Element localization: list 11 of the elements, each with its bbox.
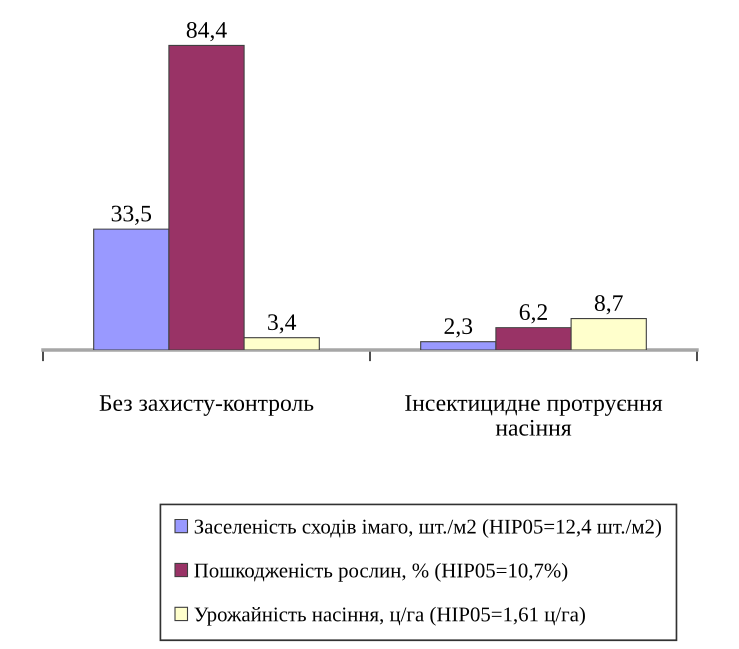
legend-label: Урожайність насіння, ц/га (НІР05=1,61 ц/га) bbox=[194, 606, 585, 626]
legend-label: Пошкодженість рослин, % (НІР05=10,7%) bbox=[194, 562, 568, 582]
data-label: 33,5 bbox=[112, 206, 152, 225]
data-label: 6,2 bbox=[520, 304, 547, 324]
x-tick-label: Інсектицидне протруєння насіння bbox=[405, 395, 662, 436]
data-label: 2,3 bbox=[444, 318, 472, 338]
legend-label: Заселеність сходів імаго, шт./м2 (НІР05=12,4 шт./м2) bbox=[194, 519, 661, 538]
data-label: 8,7 bbox=[594, 295, 623, 314]
data-label: 3,4 bbox=[268, 314, 296, 334]
data-label: 84,4 bbox=[186, 22, 227, 42]
x-tick-label: Без захисту-контроль bbox=[100, 395, 314, 416]
